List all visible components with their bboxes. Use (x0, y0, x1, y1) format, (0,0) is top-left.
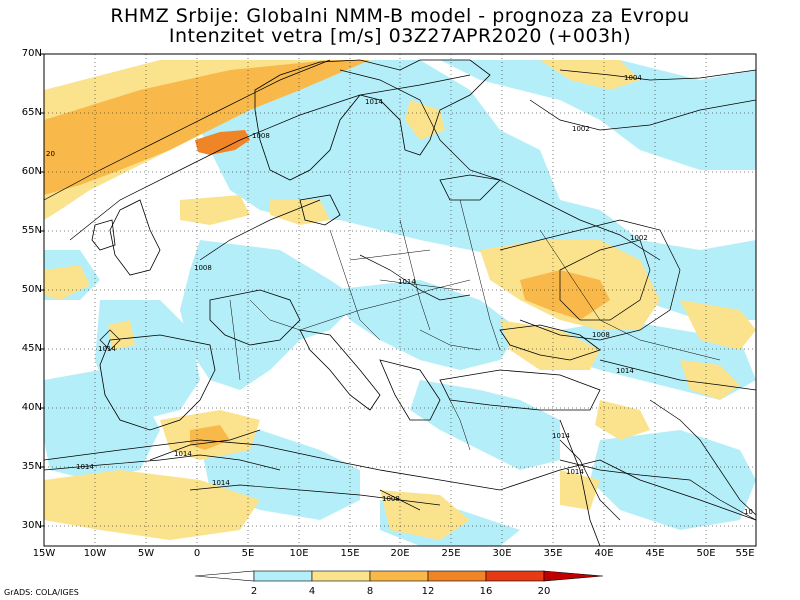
isobar-label: 10 (744, 508, 753, 516)
isobar-label: 1008 (194, 264, 212, 272)
map-subtitle: Intenzitet vetra [m/s] 03Z27APR2020 (+00… (168, 25, 632, 47)
wind-field (44, 60, 756, 546)
isobar-label: 1014 (552, 432, 570, 440)
isobar-label: 1014 (616, 367, 634, 375)
lon-label: 5E (241, 548, 255, 559)
lon-label: 20E (390, 548, 410, 559)
lon-label: 30E (492, 548, 512, 559)
lon-label: 15W (32, 548, 56, 559)
isobar-labels: 1014 1008 20 1008 1004 1002 1002 1014 10… (46, 74, 753, 516)
isobar-label: 1008 (252, 132, 270, 140)
colorbar-tick: 8 (366, 586, 374, 597)
lon-label: 0 (193, 548, 201, 559)
lat-label: 55N (21, 225, 42, 236)
colorbar (194, 570, 604, 582)
isobar-label: 1008 (382, 495, 400, 503)
colorbar-tick: 12 (421, 586, 435, 597)
lat-label: 60N (21, 166, 42, 177)
isobar-label: 1002 (630, 234, 648, 242)
wind-band-12-16 (195, 130, 250, 155)
colorbar-tick: 16 (479, 586, 493, 597)
lon-label: 50E (696, 548, 716, 559)
isobar-label: 1014 (212, 479, 230, 487)
isobar-label: 1014 (365, 98, 383, 106)
isobars (44, 59, 756, 521)
wind-band-2-4 (44, 60, 756, 546)
isobar-label: 1004 (624, 74, 642, 82)
isobar-label: 1002 (572, 125, 590, 133)
lat-label: 35N (21, 461, 42, 472)
lat-lon-grid (44, 54, 756, 546)
map-frame (43, 53, 757, 547)
isobar-label: 20 (46, 150, 55, 158)
lat-label: 40N (21, 402, 42, 413)
isobar-label: 1014 (174, 450, 192, 458)
colorbar-tick: 2 (250, 586, 258, 597)
coastlines (44, 59, 756, 546)
lat-label: 70N (21, 48, 42, 59)
isobar-label: 1014 (566, 468, 584, 476)
colorbar-tick: 4 (308, 586, 316, 597)
isobar-label: 1014 (76, 463, 94, 471)
lon-label: 10E (289, 548, 309, 559)
lon-label: 5W (137, 548, 155, 559)
isobar-label: 1014 (98, 345, 116, 353)
lat-label: 30N (21, 520, 42, 531)
lat-label: 45N (21, 343, 42, 354)
axis-ticks (40, 53, 44, 527)
lon-label: 15E (340, 548, 360, 559)
lon-label: 45E (645, 548, 665, 559)
lat-label: 65N (21, 107, 42, 118)
isobar-label: 1014 (398, 278, 416, 286)
lon-label: 55E (735, 548, 755, 559)
lon-label: 10W (83, 548, 107, 559)
isobar-label: 1008 (592, 331, 610, 339)
lon-label: 25E (441, 548, 461, 559)
map-title: RHMZ Srbije: Globalni NMM-B model - prog… (110, 5, 690, 27)
lat-label: 50N (21, 284, 42, 295)
lon-label: 35E (543, 548, 563, 559)
colorbar-tick: 20 (537, 586, 551, 597)
credit-text: GrADS: COLA/IGES (4, 588, 79, 597)
lon-label: 40E (594, 548, 614, 559)
